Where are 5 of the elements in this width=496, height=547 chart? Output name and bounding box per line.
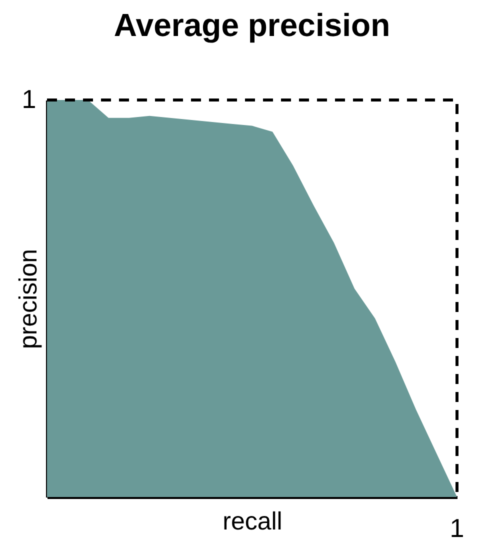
chart-title: Average precision — [114, 7, 390, 43]
text: 1 — [450, 513, 464, 543]
x-axis-title: recall — [222, 508, 282, 536]
text: 1 — [22, 84, 36, 114]
y-axis-title: precision — [14, 248, 42, 350]
